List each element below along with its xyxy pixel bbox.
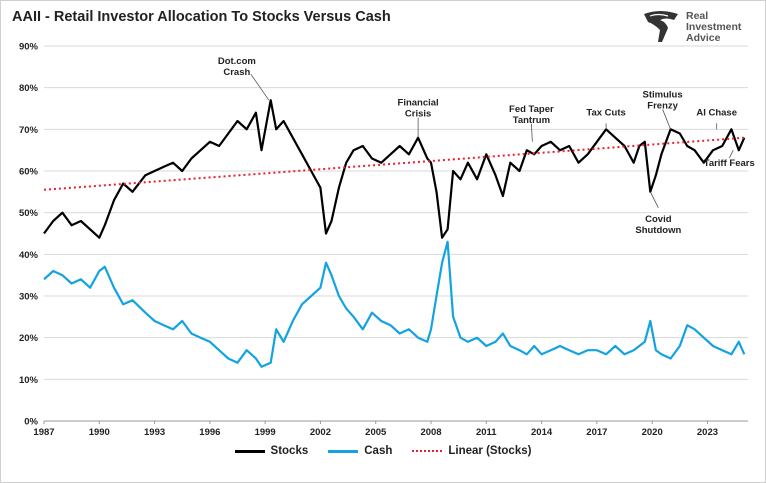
chart-title: AAII - Retail Investor Allocation To Sto… xyxy=(12,9,391,25)
y-tick-label: 40% xyxy=(19,250,39,261)
legend-item-linear: Linear (Stocks) xyxy=(412,445,531,457)
y-tick-label: 10% xyxy=(19,375,39,386)
legend-swatch-linear xyxy=(412,450,443,452)
annotation-label: Tariff Fears xyxy=(704,158,755,169)
line-chart: 0% 10% 20% 30% 40% 50% 60% 70% 80% 90% 1987 1990 199… xyxy=(19,42,755,439)
series-line-stocks xyxy=(43,99,746,239)
x-tick-label: 1996 xyxy=(199,427,220,438)
x-tick-label: 2011 xyxy=(476,427,497,438)
x-tick-label: 2020 xyxy=(642,427,663,438)
annotation-label: Crisis xyxy=(405,109,431,120)
y-tick-label: 70% xyxy=(19,125,39,136)
x-tick-label: 1999 xyxy=(255,427,276,438)
x-tick-label: 1987 xyxy=(33,427,54,438)
x-tick-label: 2014 xyxy=(531,427,553,438)
x-tick-label: 2017 xyxy=(586,427,607,438)
annotation-leader xyxy=(649,191,659,209)
y-tick-label: 90% xyxy=(19,42,39,53)
annotation-label: Tantrum xyxy=(513,115,550,126)
x-tick-label: 2008 xyxy=(420,427,441,438)
chart-legend: Stocks Cash Linear (Stocks) xyxy=(0,445,766,457)
annotation-label: Crash xyxy=(223,67,250,78)
x-tick-label: 1993 xyxy=(144,427,165,438)
logo-line-3: Advice xyxy=(686,32,721,44)
series-line-cash xyxy=(43,240,746,368)
annotation-label: Financial xyxy=(398,98,439,109)
logo-line-1: Real xyxy=(686,10,709,22)
logo-line-2: Investment xyxy=(686,21,742,33)
legend-item-cash: Cash xyxy=(328,445,392,457)
annotation-leader xyxy=(250,73,270,101)
legend-label-linear: Linear (Stocks) xyxy=(448,445,532,457)
x-tick-label: 1990 xyxy=(89,427,110,438)
y-tick-label: 60% xyxy=(19,167,39,178)
eagle-logo-icon xyxy=(644,11,678,42)
legend-swatch-cash xyxy=(328,449,359,453)
annotation-label: Fed Taper xyxy=(509,104,554,115)
brand-logo-text: Real Investment Advice xyxy=(686,11,741,44)
y-tick-label: 80% xyxy=(19,83,39,94)
y-tick-label: 20% xyxy=(19,333,39,344)
annotation-label: Covid xyxy=(645,214,672,225)
annotation-label: Dot.com xyxy=(218,56,256,67)
series-line-linear-stocks xyxy=(43,136,745,191)
annotation-label: Shutdown xyxy=(635,225,681,236)
x-tick-label: 2023 xyxy=(697,427,718,438)
annotation-label: Frenzy xyxy=(647,100,678,111)
legend-swatch-stocks xyxy=(234,449,265,453)
y-tick-label: 0% xyxy=(24,417,38,428)
annotation-label: Stimulus xyxy=(643,89,683,100)
legend-label-cash: Cash xyxy=(364,445,393,457)
annotation-leader xyxy=(728,149,734,159)
legend-item-stocks: Stocks xyxy=(234,445,309,457)
annotation-label: AI Chase xyxy=(696,107,737,118)
legend-label-stocks: Stocks xyxy=(270,445,309,457)
y-tick-label: 50% xyxy=(19,208,39,219)
annotation-label: Tax Cuts xyxy=(586,107,625,118)
y-tick-label: 30% xyxy=(19,292,39,303)
annotation-leader xyxy=(530,123,533,142)
brand-logo: Real Investment Advice xyxy=(640,8,760,46)
x-tick-label: 2002 xyxy=(310,427,331,438)
annotation-leader xyxy=(662,109,671,130)
x-tick-label: 2005 xyxy=(365,427,387,438)
